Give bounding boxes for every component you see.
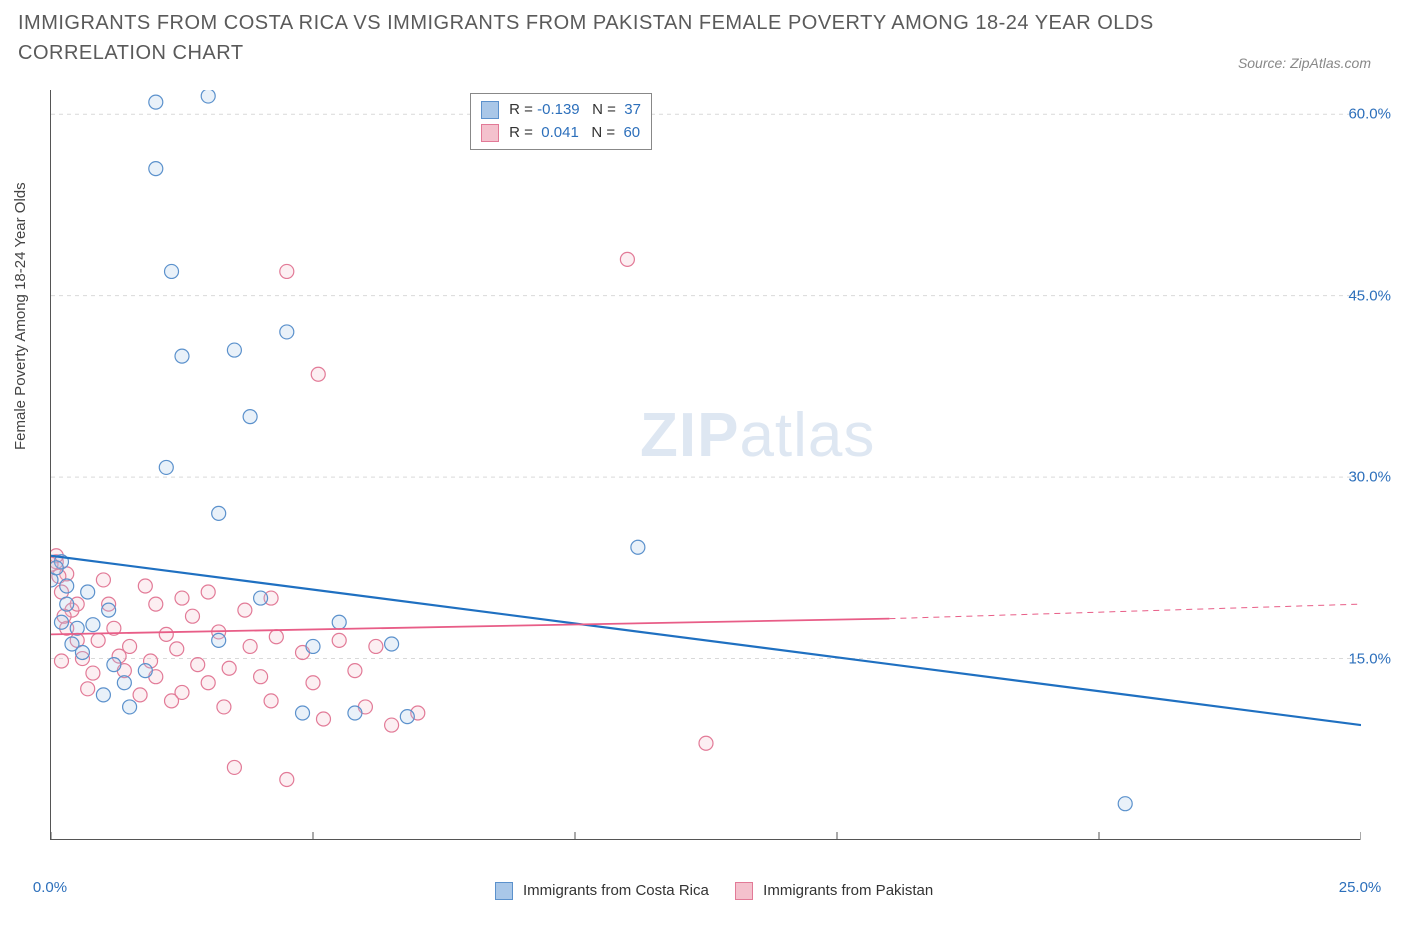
y-tick-label: 60.0%	[1348, 106, 1391, 123]
legend-swatch-costa-rica	[495, 882, 513, 900]
stats-row-costa-rica: R = -0.139 N = 37	[481, 98, 641, 121]
legend-swatch-pakistan	[735, 882, 753, 900]
correlation-stats-box: R = -0.139 N = 37 R = 0.041 N = 60	[470, 93, 652, 150]
legend-label-costa-rica: Immigrants from Costa Rica	[523, 882, 709, 899]
source-attribution: Source: ZipAtlas.com	[1238, 55, 1371, 71]
y-tick-label: 30.0%	[1348, 469, 1391, 486]
swatch-costa-rica	[481, 101, 499, 119]
swatch-pakistan	[481, 124, 499, 142]
y-axis-label: Female Poverty Among 18-24 Year Olds	[12, 182, 29, 450]
plot-area	[50, 90, 1360, 840]
bottom-legend: Immigrants from Costa Rica Immigrants fr…	[0, 882, 1406, 900]
chart-title: IMMIGRANTS FROM COSTA RICA VS IMMIGRANTS…	[18, 8, 1206, 68]
y-tick-label: 15.0%	[1348, 650, 1391, 667]
scatter-svg	[51, 90, 1361, 840]
y-tick-label: 45.0%	[1348, 287, 1391, 304]
legend-label-pakistan: Immigrants from Pakistan	[763, 882, 933, 899]
stats-row-pakistan: R = 0.041 N = 60	[481, 121, 641, 144]
